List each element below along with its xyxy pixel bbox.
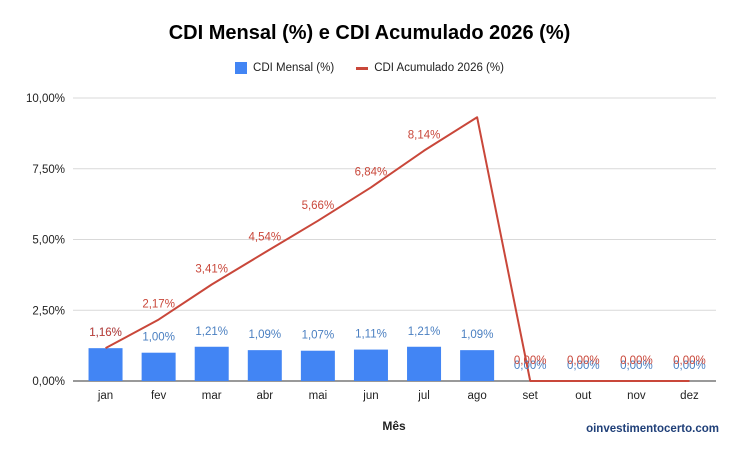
x-axis-label: Mês	[382, 419, 406, 433]
watermark: oinvestimentocerto.com	[586, 423, 719, 435]
grid-lines	[73, 97, 716, 382]
legend-item-cdi-mensal: CDI Mensal (%)	[235, 62, 334, 74]
bar-data-label: 1,09%	[461, 329, 494, 341]
y-tick-label: 7,50%	[32, 164, 65, 176]
bar-data-label: 1,21%	[195, 326, 228, 338]
legend-swatch-line	[356, 66, 369, 70]
x-tick-label: jan	[97, 390, 113, 402]
bar	[300, 350, 335, 381]
bar-data-label: 0,00%	[620, 360, 653, 372]
x-tick-label: mar	[202, 390, 222, 402]
bar	[88, 348, 123, 381]
line-data-label: 0,00%	[620, 355, 653, 367]
x-tick-label: jul	[417, 390, 430, 402]
legend-item-cdi-acumulado: CDI Acumulado 2026 (%)	[356, 62, 504, 74]
line-data-label: 3,41%	[195, 263, 228, 275]
bar-data-label: 1,11%	[355, 329, 387, 341]
x-tick-label: abr	[256, 390, 273, 402]
bar-data-labels: 1,16% 1,00% 1,21% 1,09% 1,07% 1,11% 1,21% 1,09%…	[89, 326, 706, 372]
x-tick-label: set	[523, 390, 539, 402]
y-tick-label: 2,50%	[32, 305, 65, 317]
x-axis-ticks: jan fev mar abr mai jun jul ago set out nov dez	[97, 390, 699, 402]
y-axis-ticks: 0,00% 2,50% 5,00% 7,50% 10,00%	[26, 93, 65, 388]
bar-data-label: 0,00%	[673, 360, 706, 372]
line-data-label: 4,54%	[248, 232, 281, 244]
line-data-labels: 1,16% 2,17% 3,41% 4,54% 5,66% 6,84% 8,14% 0,00%…	[89, 130, 706, 367]
y-tick-label: 10,00%	[26, 93, 65, 105]
line-data-label: 1,16%	[89, 327, 122, 339]
line-data-label: 2,17%	[142, 299, 175, 311]
line-data-label: 8,14%	[408, 130, 441, 142]
y-tick-label: 5,00%	[32, 235, 65, 247]
line-data-label: 5,66%	[302, 200, 335, 212]
chart-title: CDI Mensal (%) e CDI Acumulado 2026 (%)	[168, 22, 571, 44]
legend: CDI Mensal (%) CDI Acumulado 2026 (%)	[0, 62, 739, 74]
bar-data-label: 1,16%	[89, 327, 122, 339]
x-tick-label: mai	[309, 390, 328, 402]
line-data-label: 6,84%	[355, 166, 388, 178]
x-tick-label: ago	[468, 390, 487, 402]
legend-label-cdi-acumulado: CDI Acumulado 2026 (%)	[374, 62, 504, 74]
bar	[407, 346, 442, 381]
x-tick-label: dez	[680, 390, 699, 402]
bar-data-label: 1,09%	[248, 329, 281, 341]
bar	[194, 346, 229, 381]
bar-data-label: 1,21%	[408, 326, 441, 338]
bar-data-label: 1,00%	[142, 332, 175, 344]
bar	[353, 349, 388, 381]
legend-label-cdi-mensal: CDI Mensal (%)	[253, 62, 335, 74]
legend-swatch-bar	[235, 62, 248, 74]
line-data-label: 0,00%	[673, 355, 706, 367]
x-tick-label: fev	[151, 390, 167, 402]
x-tick-label: out	[575, 390, 592, 402]
line-data-label: 0,00%	[567, 355, 600, 367]
bar-data-label: 0,00%	[514, 360, 547, 372]
line-data-label: 0,00%	[514, 355, 547, 367]
line-series	[105, 116, 690, 382]
bar-data-label: 1,07%	[302, 330, 335, 342]
line-series-path	[105, 116, 690, 382]
bar	[247, 350, 282, 381]
bar-series	[88, 346, 495, 381]
y-tick-label: 0,00%	[32, 376, 65, 388]
bar	[460, 350, 495, 381]
x-tick-label: nov	[627, 390, 646, 402]
x-tick-label: jun	[362, 390, 378, 402]
bar	[141, 352, 176, 381]
bar-data-label: 0,00%	[567, 360, 600, 372]
